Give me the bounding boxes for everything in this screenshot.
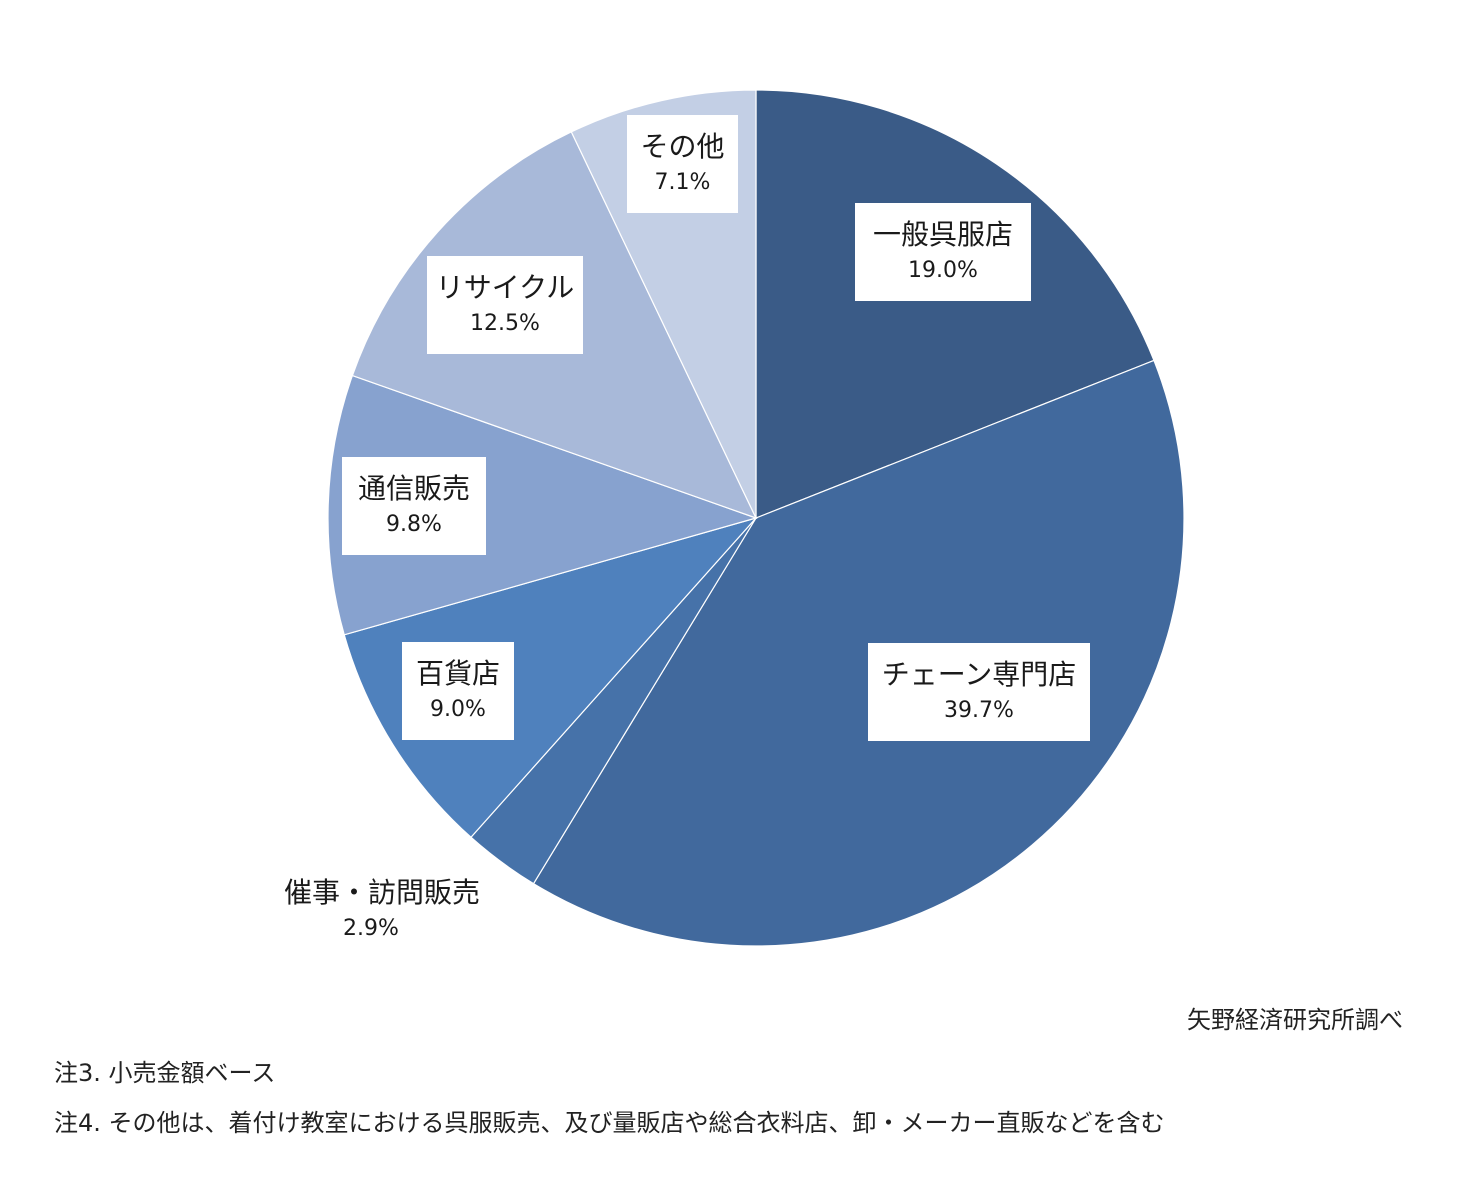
slice-label-general-kimono-store: 一般呉服店 19.0% — [855, 203, 1031, 301]
slice-mail-order — [327, 374, 758, 636]
slice-label-value: 39.7% — [944, 698, 1014, 723]
slice-label-event-door-to-door-sales: 催事・訪問販売 2.9% — [272, 862, 492, 958]
slice-label-name: チェーン専門店 — [881, 658, 1077, 691]
slice-label-mail-order: 通信販売 9.8% — [342, 457, 486, 555]
slice-label-name: リサイクル — [435, 271, 575, 304]
source-credit: 矢野経済研究所調べ — [1187, 1006, 1403, 1034]
pie-slices — [327, 89, 1185, 947]
slice-general-kimono-store — [755, 89, 1155, 519]
slice-label-value: 2.9% — [343, 916, 399, 941]
slice-label-value: 9.0% — [430, 697, 486, 722]
slice-label-other: その他 7.1% — [627, 115, 738, 213]
slice-label-value: 9.8% — [386, 512, 442, 537]
slice-label-name: 催事・訪問販売 — [283, 876, 480, 909]
slice-label-value: 7.1% — [654, 170, 711, 195]
note-other-definition: 注4. その他は、着付け教室における呉服販売、及び量販店や総合衣料店、卸・メーカ… — [54, 1109, 1165, 1137]
slice-label-name: 百貨店 — [415, 657, 500, 690]
slice-label-name: 通信販売 — [357, 472, 470, 505]
slice-label-chain-specialty-store: チェーン専門店 39.7% — [868, 643, 1090, 741]
slice-label-recycle: リサイクル 12.5% — [427, 256, 583, 354]
slice-label-department-store: 百貨店 9.0% — [402, 642, 514, 740]
slice-chain-specialty-store — [532, 359, 1185, 947]
slice-label-value: 19.0% — [908, 258, 978, 283]
slice-department-store — [343, 516, 758, 839]
note-retail-basis: 注3. 小売金額ベース — [54, 1059, 276, 1087]
slice-label-value: 12.5% — [470, 311, 540, 336]
slice-label-name: その他 — [640, 130, 725, 163]
slice-label-name: 一般呉服店 — [872, 218, 1013, 251]
